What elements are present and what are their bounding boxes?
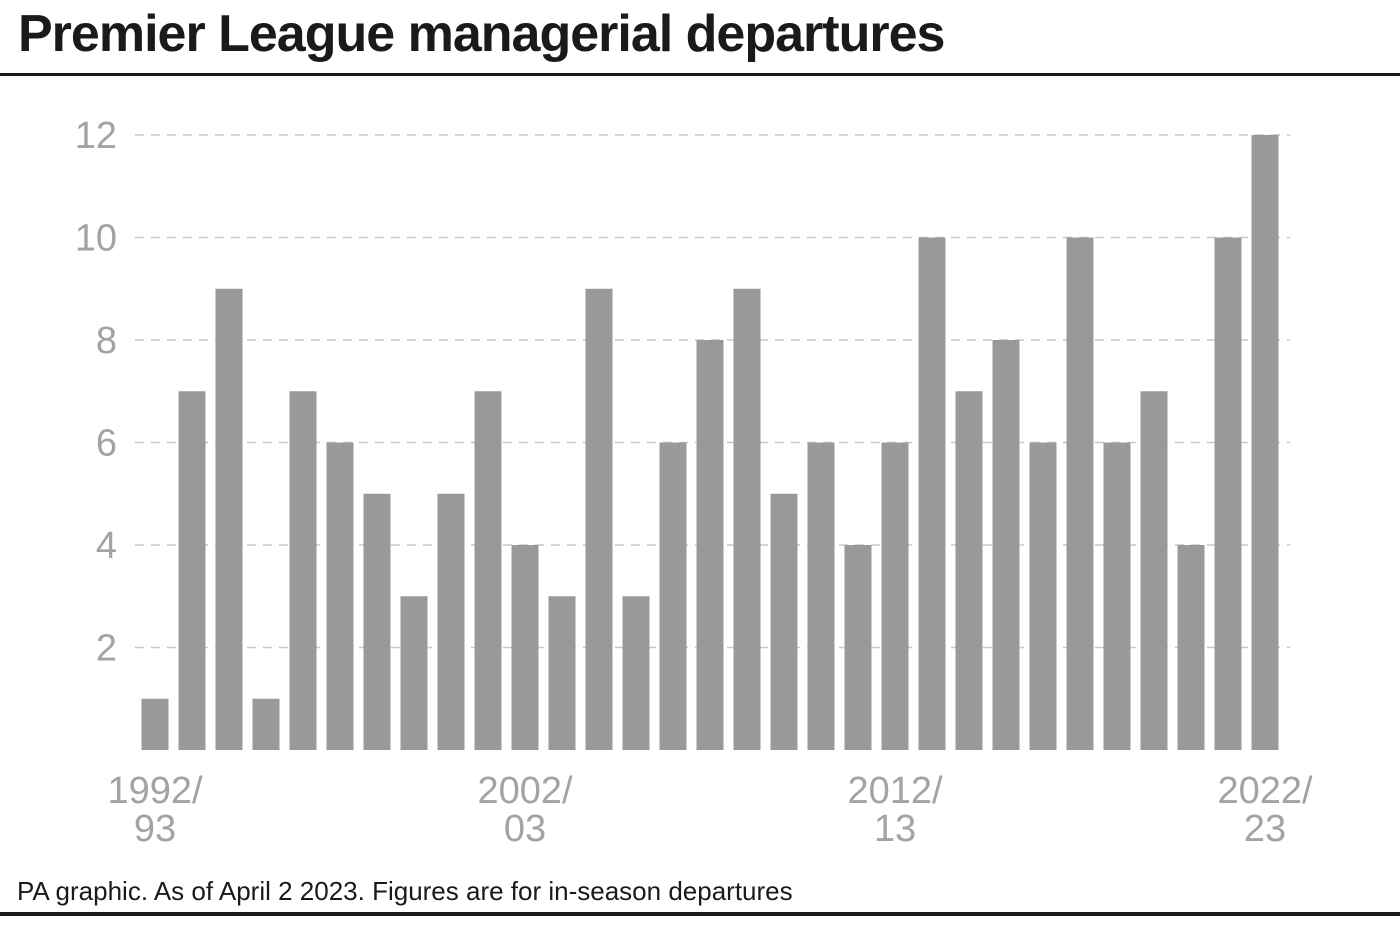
bar	[585, 288, 613, 750]
footnote: PA graphic. As of April 2 2023. Figures …	[17, 876, 793, 906]
bar	[400, 596, 428, 750]
bar	[696, 340, 724, 750]
bars	[141, 135, 1279, 750]
x-axis-ticks: 1992/93 2002/03 2012/13 2022/23	[107, 770, 1313, 850]
y-tick-label: 4	[96, 525, 117, 567]
page-title: Premier League managerial departures	[18, 5, 945, 63]
y-axis-ticks: 2 4 6 8 10 12	[75, 115, 117, 670]
bar	[252, 698, 280, 750]
x-tick-label: 2012/13	[847, 770, 943, 850]
bar-chart: 2 4 6 8 10 12 1992/93 2002/03 2012/13 2022/23	[75, 115, 1313, 850]
x-tick-label-line2: 23	[1244, 808, 1286, 850]
bar	[992, 340, 1020, 750]
bar	[1214, 237, 1242, 750]
y-tick-label: 8	[96, 320, 117, 362]
bar	[918, 237, 946, 750]
bar	[215, 288, 243, 750]
bar	[289, 391, 317, 750]
title-divider	[0, 73, 1400, 76]
footer-divider	[0, 912, 1400, 916]
bar	[474, 391, 502, 750]
y-tick-label: 10	[75, 218, 117, 260]
bar	[881, 442, 909, 750]
bar	[807, 442, 835, 750]
x-tick-label: 2022/23	[1217, 770, 1313, 850]
bar	[622, 596, 650, 750]
x-tick-label-line2: 03	[504, 808, 546, 850]
x-tick-label: 1992/93	[107, 770, 203, 850]
x-tick-label-line1: 2012/	[847, 770, 943, 812]
bar	[844, 545, 872, 750]
x-tick-label-line2: 93	[134, 808, 176, 850]
bar	[511, 545, 539, 750]
x-tick-label-line1: 2022/	[1217, 770, 1313, 812]
bar	[1251, 135, 1279, 750]
bar	[326, 442, 354, 750]
y-tick-label: 12	[75, 115, 117, 157]
bar	[1066, 237, 1094, 750]
x-tick-label-line2: 13	[874, 808, 916, 850]
bar	[141, 698, 169, 750]
bar	[437, 493, 465, 750]
bar	[1140, 391, 1168, 750]
y-tick-label: 6	[96, 423, 117, 465]
x-tick-label-line1: 1992/	[107, 770, 203, 812]
bar	[955, 391, 983, 750]
bar	[548, 596, 576, 750]
bar	[659, 442, 687, 750]
bar	[770, 493, 798, 750]
y-tick-label: 2	[96, 628, 117, 670]
bar	[1177, 545, 1205, 750]
bar	[363, 493, 391, 750]
bar	[733, 288, 761, 750]
x-tick-label-line1: 2002/	[477, 770, 573, 812]
bar	[178, 391, 206, 750]
x-tick-label: 2002/03	[477, 770, 573, 850]
bar	[1029, 442, 1057, 750]
bar	[1103, 442, 1131, 750]
